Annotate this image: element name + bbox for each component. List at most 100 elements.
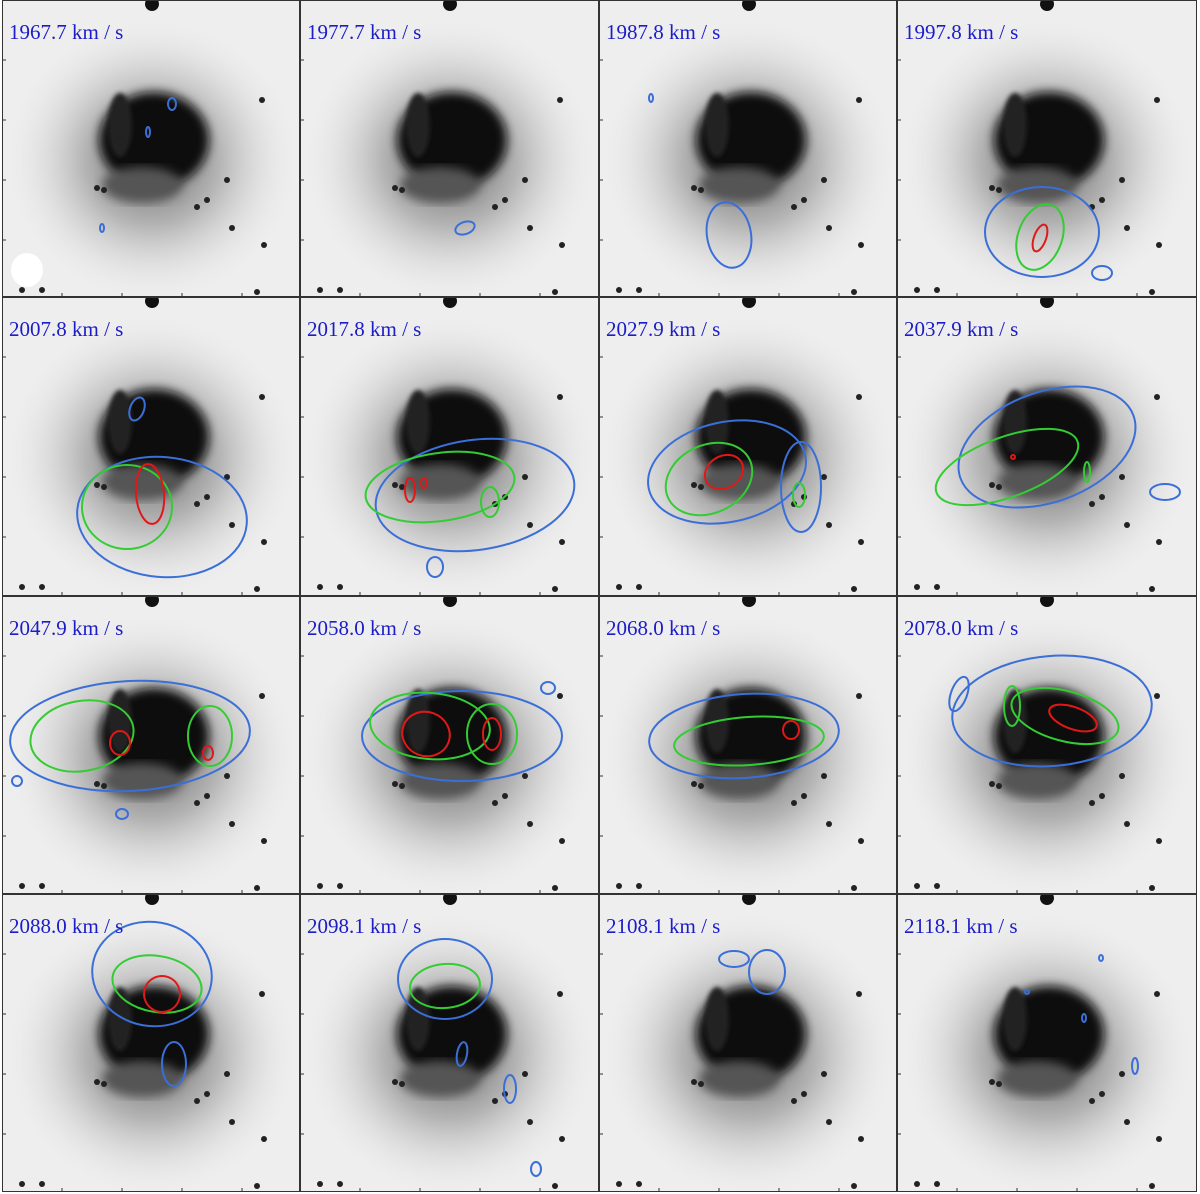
- star: [559, 1136, 565, 1142]
- contour: [167, 97, 177, 111]
- star: [1156, 539, 1162, 545]
- star: [821, 474, 827, 480]
- star: [851, 586, 857, 592]
- star: [1154, 991, 1160, 997]
- contour: [109, 730, 131, 756]
- star: [996, 783, 1002, 789]
- star: [858, 242, 864, 248]
- star: [1099, 197, 1105, 203]
- star: [616, 287, 622, 293]
- galaxy-arm: [1003, 689, 1027, 753]
- star: [989, 185, 995, 191]
- contour: [948, 675, 970, 713]
- contour: [11, 775, 23, 787]
- star: [1089, 800, 1095, 806]
- star: [259, 394, 265, 400]
- star: [224, 773, 230, 779]
- contour: [648, 692, 840, 780]
- contour: [647, 419, 807, 525]
- star: [996, 1081, 1002, 1087]
- galaxy-arm: [1003, 390, 1027, 454]
- galaxy-arm: [406, 689, 430, 753]
- star: [502, 793, 508, 799]
- panel-frame: [300, 596, 599, 894]
- star: [527, 821, 533, 827]
- velocity-label: 2108.1 km / s: [606, 914, 720, 938]
- star: [254, 586, 260, 592]
- star: [691, 185, 697, 191]
- star: [399, 484, 405, 490]
- contour: [1081, 1013, 1087, 1023]
- contour: [409, 962, 481, 1010]
- star: [698, 187, 704, 193]
- panel-frame: [2, 596, 300, 894]
- panel-frame: [599, 297, 897, 596]
- bright-star: [1040, 0, 1054, 11]
- star: [826, 522, 832, 528]
- star: [821, 177, 827, 183]
- star: [856, 97, 862, 103]
- star: [1119, 474, 1125, 480]
- bright-star: [1040, 894, 1054, 905]
- star: [94, 185, 100, 191]
- panel: 2007.8 km / s: [2, 297, 300, 596]
- contour: [705, 201, 753, 269]
- contour: [454, 220, 476, 236]
- contour: [361, 690, 563, 782]
- contour: [81, 464, 173, 550]
- star: [259, 991, 265, 997]
- galaxy-ring: [997, 464, 1077, 500]
- star: [559, 242, 565, 248]
- star: [1149, 289, 1155, 295]
- contour: [187, 705, 233, 767]
- contour: [1015, 203, 1065, 271]
- star: [1119, 177, 1125, 183]
- star: [826, 821, 832, 827]
- contour: [161, 1041, 187, 1087]
- velocity-label: 2098.1 km / s: [307, 914, 421, 938]
- galaxy-arm: [108, 987, 132, 1051]
- star: [934, 883, 940, 889]
- galaxy-ring: [102, 167, 182, 203]
- panel-frame: [599, 0, 897, 297]
- contour: [792, 482, 806, 508]
- star: [19, 584, 25, 590]
- contour: [1003, 685, 1021, 727]
- contour: [1010, 686, 1120, 746]
- star: [856, 991, 862, 997]
- star: [94, 1079, 100, 1085]
- star: [39, 287, 45, 293]
- star: [261, 539, 267, 545]
- galaxy-ring: [102, 464, 182, 500]
- star: [261, 1136, 267, 1142]
- velocity-label: 1967.7 km / s: [9, 20, 123, 44]
- star: [821, 773, 827, 779]
- contour: [76, 455, 248, 579]
- star: [851, 289, 857, 295]
- star: [1149, 1183, 1155, 1189]
- star: [698, 1081, 704, 1087]
- star: [204, 1091, 210, 1097]
- star: [821, 1071, 827, 1077]
- contour: [369, 691, 491, 761]
- star: [194, 204, 200, 210]
- bright-star: [443, 596, 457, 607]
- star: [224, 474, 230, 480]
- star: [204, 197, 210, 203]
- velocity-label: 1997.8 km / s: [904, 20, 1018, 44]
- contour: [1024, 989, 1030, 995]
- star: [636, 883, 642, 889]
- star: [858, 838, 864, 844]
- contour: [9, 679, 251, 793]
- star: [94, 781, 100, 787]
- panel-frame: [2, 0, 300, 297]
- star: [557, 97, 563, 103]
- star: [317, 1181, 323, 1187]
- star: [522, 177, 528, 183]
- panel: 2017.8 km / s: [300, 297, 599, 596]
- bright-star: [145, 0, 159, 11]
- star: [19, 287, 25, 293]
- velocity-label: 2058.0 km / s: [307, 616, 421, 640]
- velocity-label: 2047.9 km / s: [9, 616, 123, 640]
- star: [392, 1079, 398, 1085]
